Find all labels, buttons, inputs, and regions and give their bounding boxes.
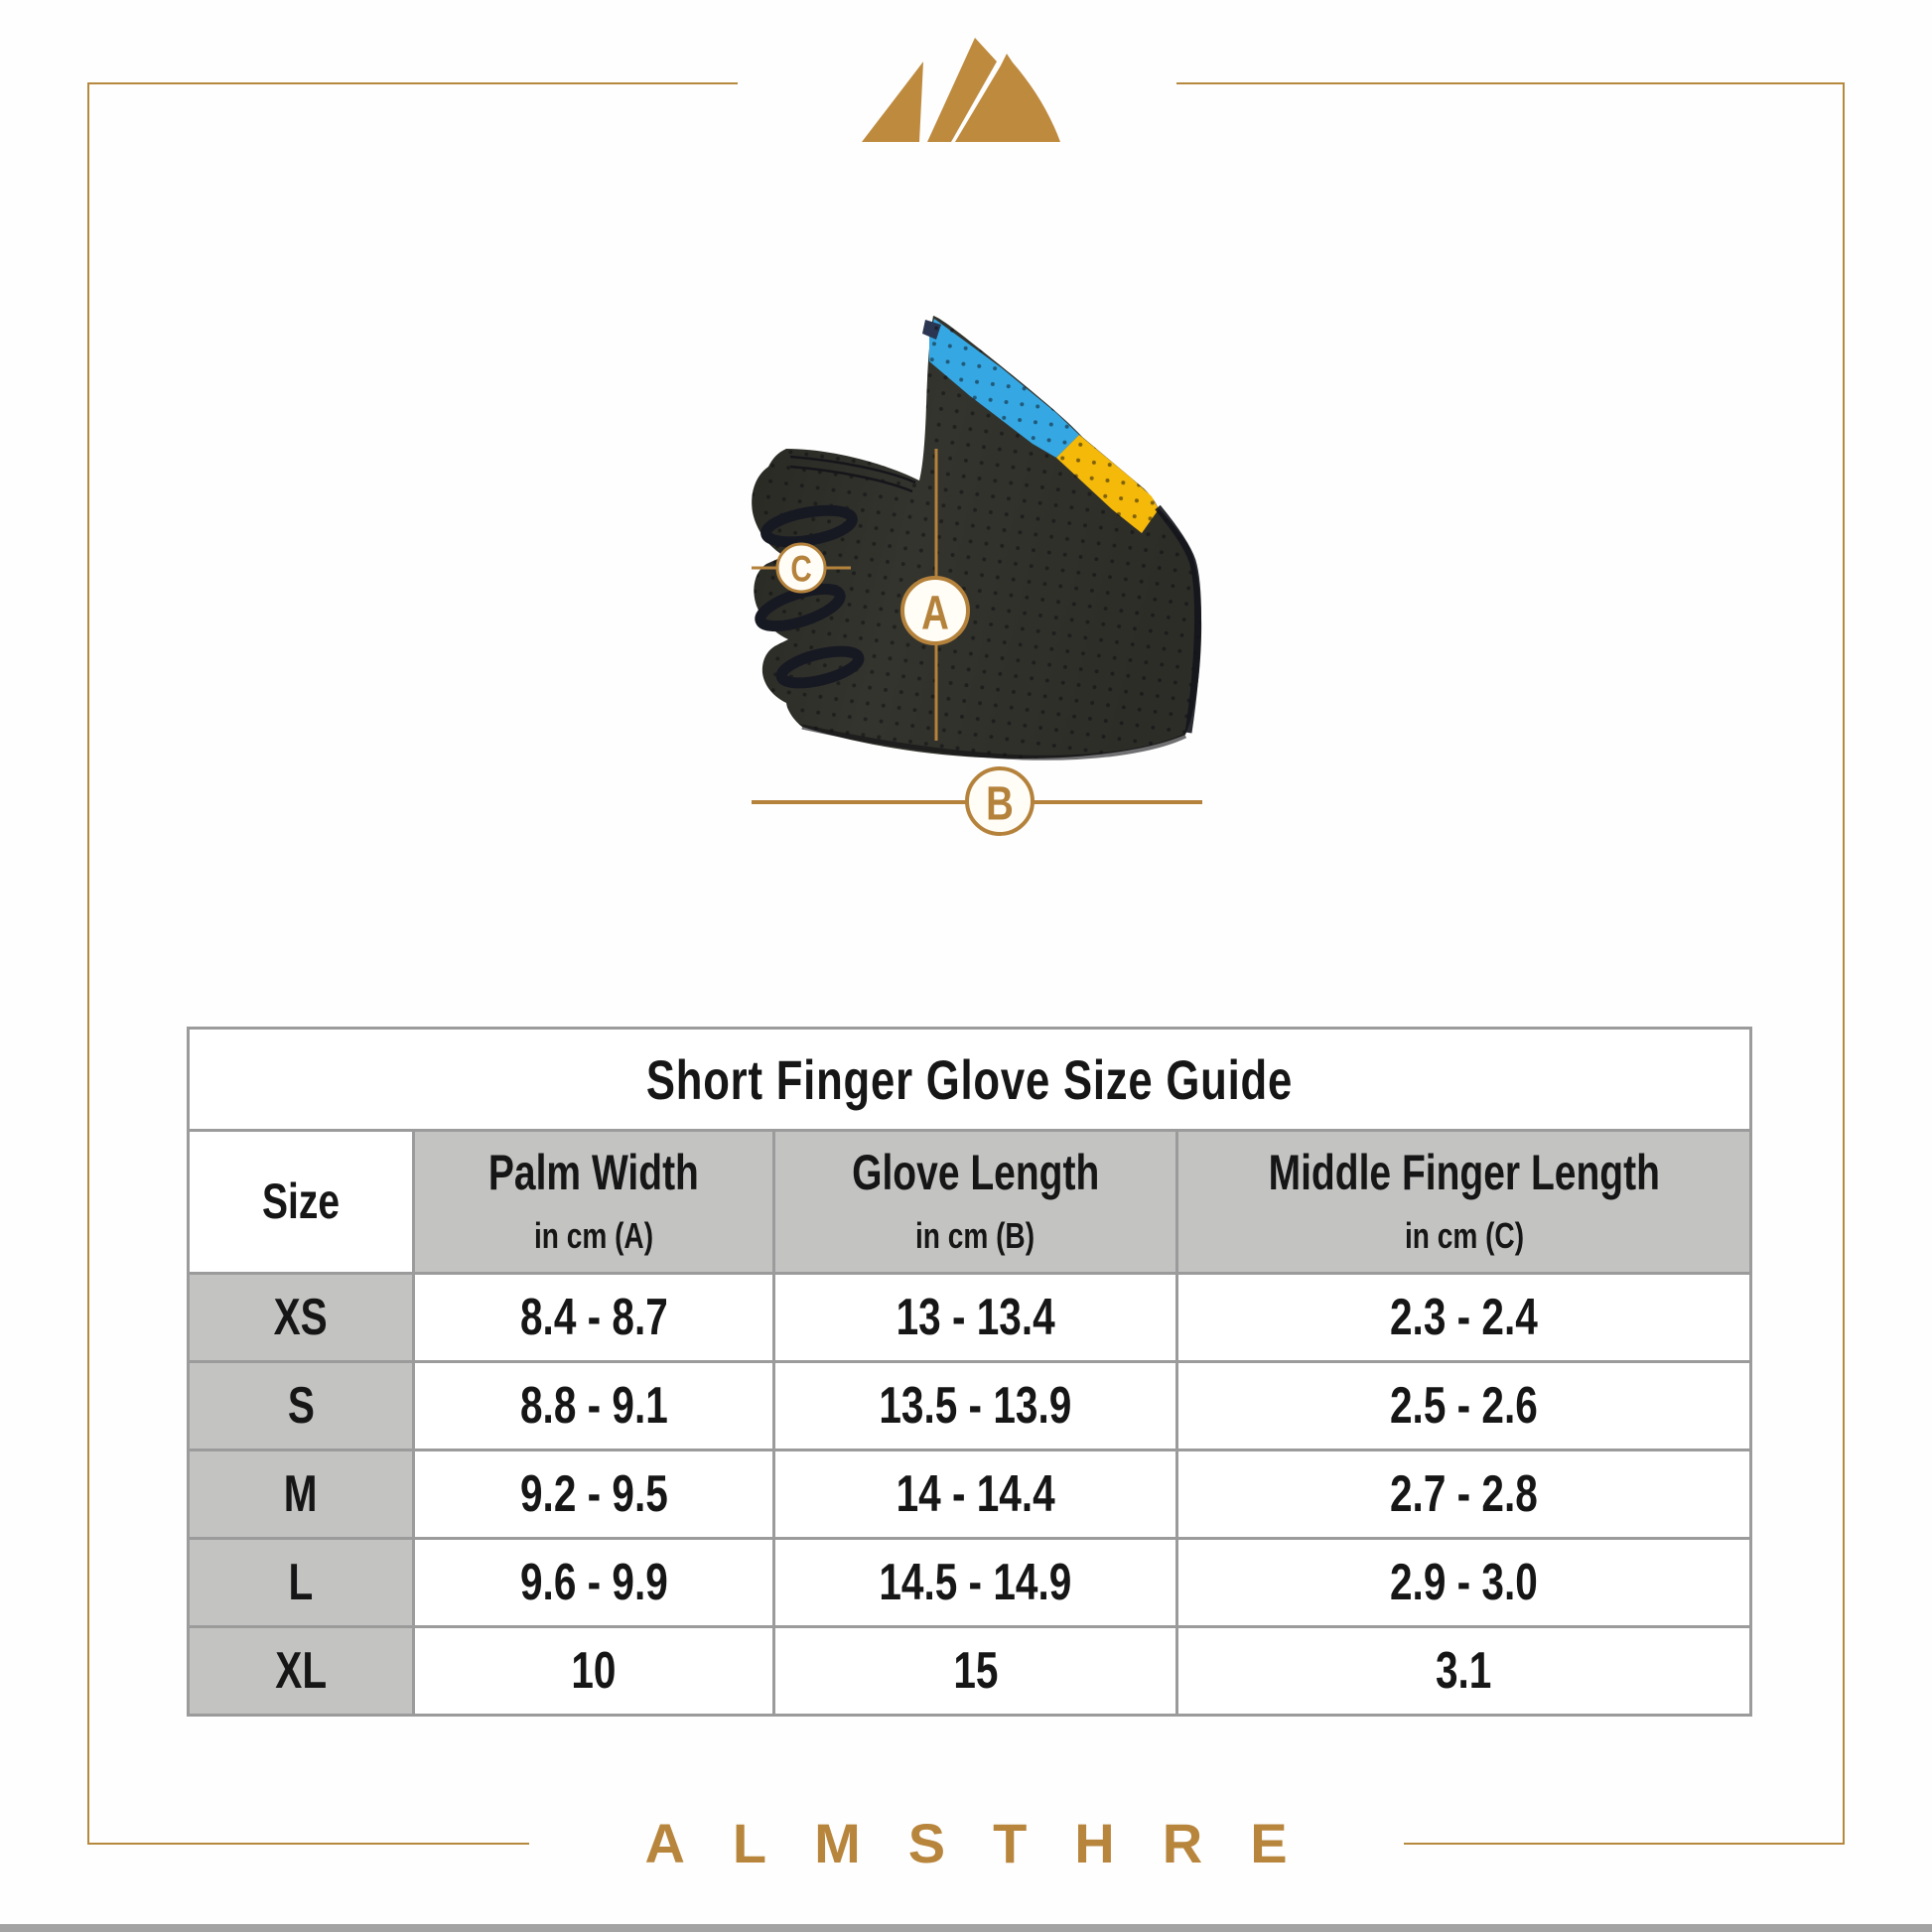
column-header-glove-length-sub: in cm (B) — [915, 1214, 1035, 1256]
column-header-size: Size — [187, 1129, 415, 1275]
glove-length-cell: 15 — [772, 1625, 1178, 1717]
palm-width-cell: 10 — [412, 1625, 775, 1717]
size-cell: S — [187, 1360, 415, 1451]
column-header-palm-width-label: Palm Width — [488, 1145, 699, 1201]
table-row-l: L 9.6 - 9.9 14.5 - 14.9 2.9 - 3.0 — [187, 1537, 1753, 1628]
measure-label-b: B — [986, 777, 1014, 830]
measurement-annotations: C A B — [752, 449, 1202, 836]
column-header-middle-finger: Middle Finger Length in cm (C) — [1174, 1129, 1753, 1275]
glove-finger-loops — [755, 504, 865, 689]
glove-cuff-binding — [1155, 504, 1201, 734]
middle-finger-cell: 3.1 — [1174, 1625, 1753, 1717]
size-guide-table: Short Finger Glove Size Guide Size Palm … — [186, 1027, 1753, 1717]
size-cell: XS — [187, 1272, 415, 1363]
palm-width-cell: 8.8 - 9.1 — [412, 1360, 775, 1451]
table-title-row: Short Finger Glove Size Guide — [186, 1027, 1753, 1132]
size-cell: XL — [187, 1625, 415, 1717]
column-header-palm-width-sub: in cm (A) — [533, 1214, 654, 1256]
table-row-xl: XL 10 15 3.1 — [187, 1625, 1753, 1717]
table-row-m: M 9.2 - 9.5 14 - 14.4 2.7 - 2.8 — [187, 1449, 1753, 1540]
column-header-middle-finger-sub: in cm (C) — [1404, 1214, 1524, 1256]
glove-length-cell: 14 - 14.4 — [772, 1449, 1178, 1540]
mountain-logo-icon — [862, 38, 1060, 142]
table-row-xs: XS 8.4 - 8.7 13 - 13.4 2.3 - 2.4 — [187, 1272, 1753, 1363]
brand-wordmark: ALMSTHRE — [644, 1812, 1335, 1874]
measure-label-c: C — [790, 550, 811, 591]
measure-label-a: A — [921, 587, 949, 639]
middle-finger-cell: 2.3 - 2.4 — [1174, 1272, 1753, 1363]
table-title-cell: Short Finger Glove Size Guide — [186, 1027, 1753, 1132]
glove-length-cell: 13.5 - 13.9 — [772, 1360, 1178, 1451]
palm-width-cell: 9.6 - 9.9 — [412, 1537, 775, 1628]
measure-circle-a — [900, 576, 970, 645]
middle-finger-cell: 2.5 - 2.6 — [1174, 1360, 1753, 1451]
measure-circle-c — [775, 542, 827, 594]
size-cell: M — [187, 1449, 415, 1540]
glove-bottom-edge — [801, 724, 1187, 760]
middle-finger-cell: 2.7 - 2.8 — [1174, 1449, 1753, 1540]
table-header-row: Size Palm Width in cm (A) Glove Length i… — [187, 1129, 1753, 1275]
frame-border — [87, 82, 1845, 1845]
size-cell: L — [187, 1537, 415, 1628]
column-header-palm-width: Palm Width in cm (A) — [412, 1129, 775, 1275]
glove-length-cell: 14.5 - 14.9 — [772, 1537, 1178, 1628]
measure-circle-b — [965, 766, 1035, 836]
middle-finger-cell: 2.9 - 3.0 — [1174, 1537, 1753, 1628]
palm-width-cell: 9.2 - 9.5 — [412, 1449, 775, 1540]
table-title: Short Finger Glove Size Guide — [645, 1047, 1294, 1111]
column-header-glove-length-label: Glove Length — [851, 1145, 1100, 1201]
glove-illustration — [752, 316, 1202, 760]
column-header-middle-finger-label: Middle Finger Length — [1268, 1145, 1660, 1201]
column-header-glove-length: Glove Length in cm (B) — [772, 1129, 1178, 1275]
column-header-size-label: Size — [261, 1173, 341, 1230]
palm-width-cell: 8.4 - 8.7 — [412, 1272, 775, 1363]
bottom-edge-strip — [0, 1924, 1932, 1932]
glove-perforation — [752, 316, 1202, 759]
glove-length-cell: 13 - 13.4 — [772, 1272, 1178, 1363]
table-row-s: S 8.8 - 9.1 13.5 - 13.9 2.5 - 2.6 — [187, 1360, 1753, 1451]
glove-knuckle-seam — [789, 455, 916, 493]
